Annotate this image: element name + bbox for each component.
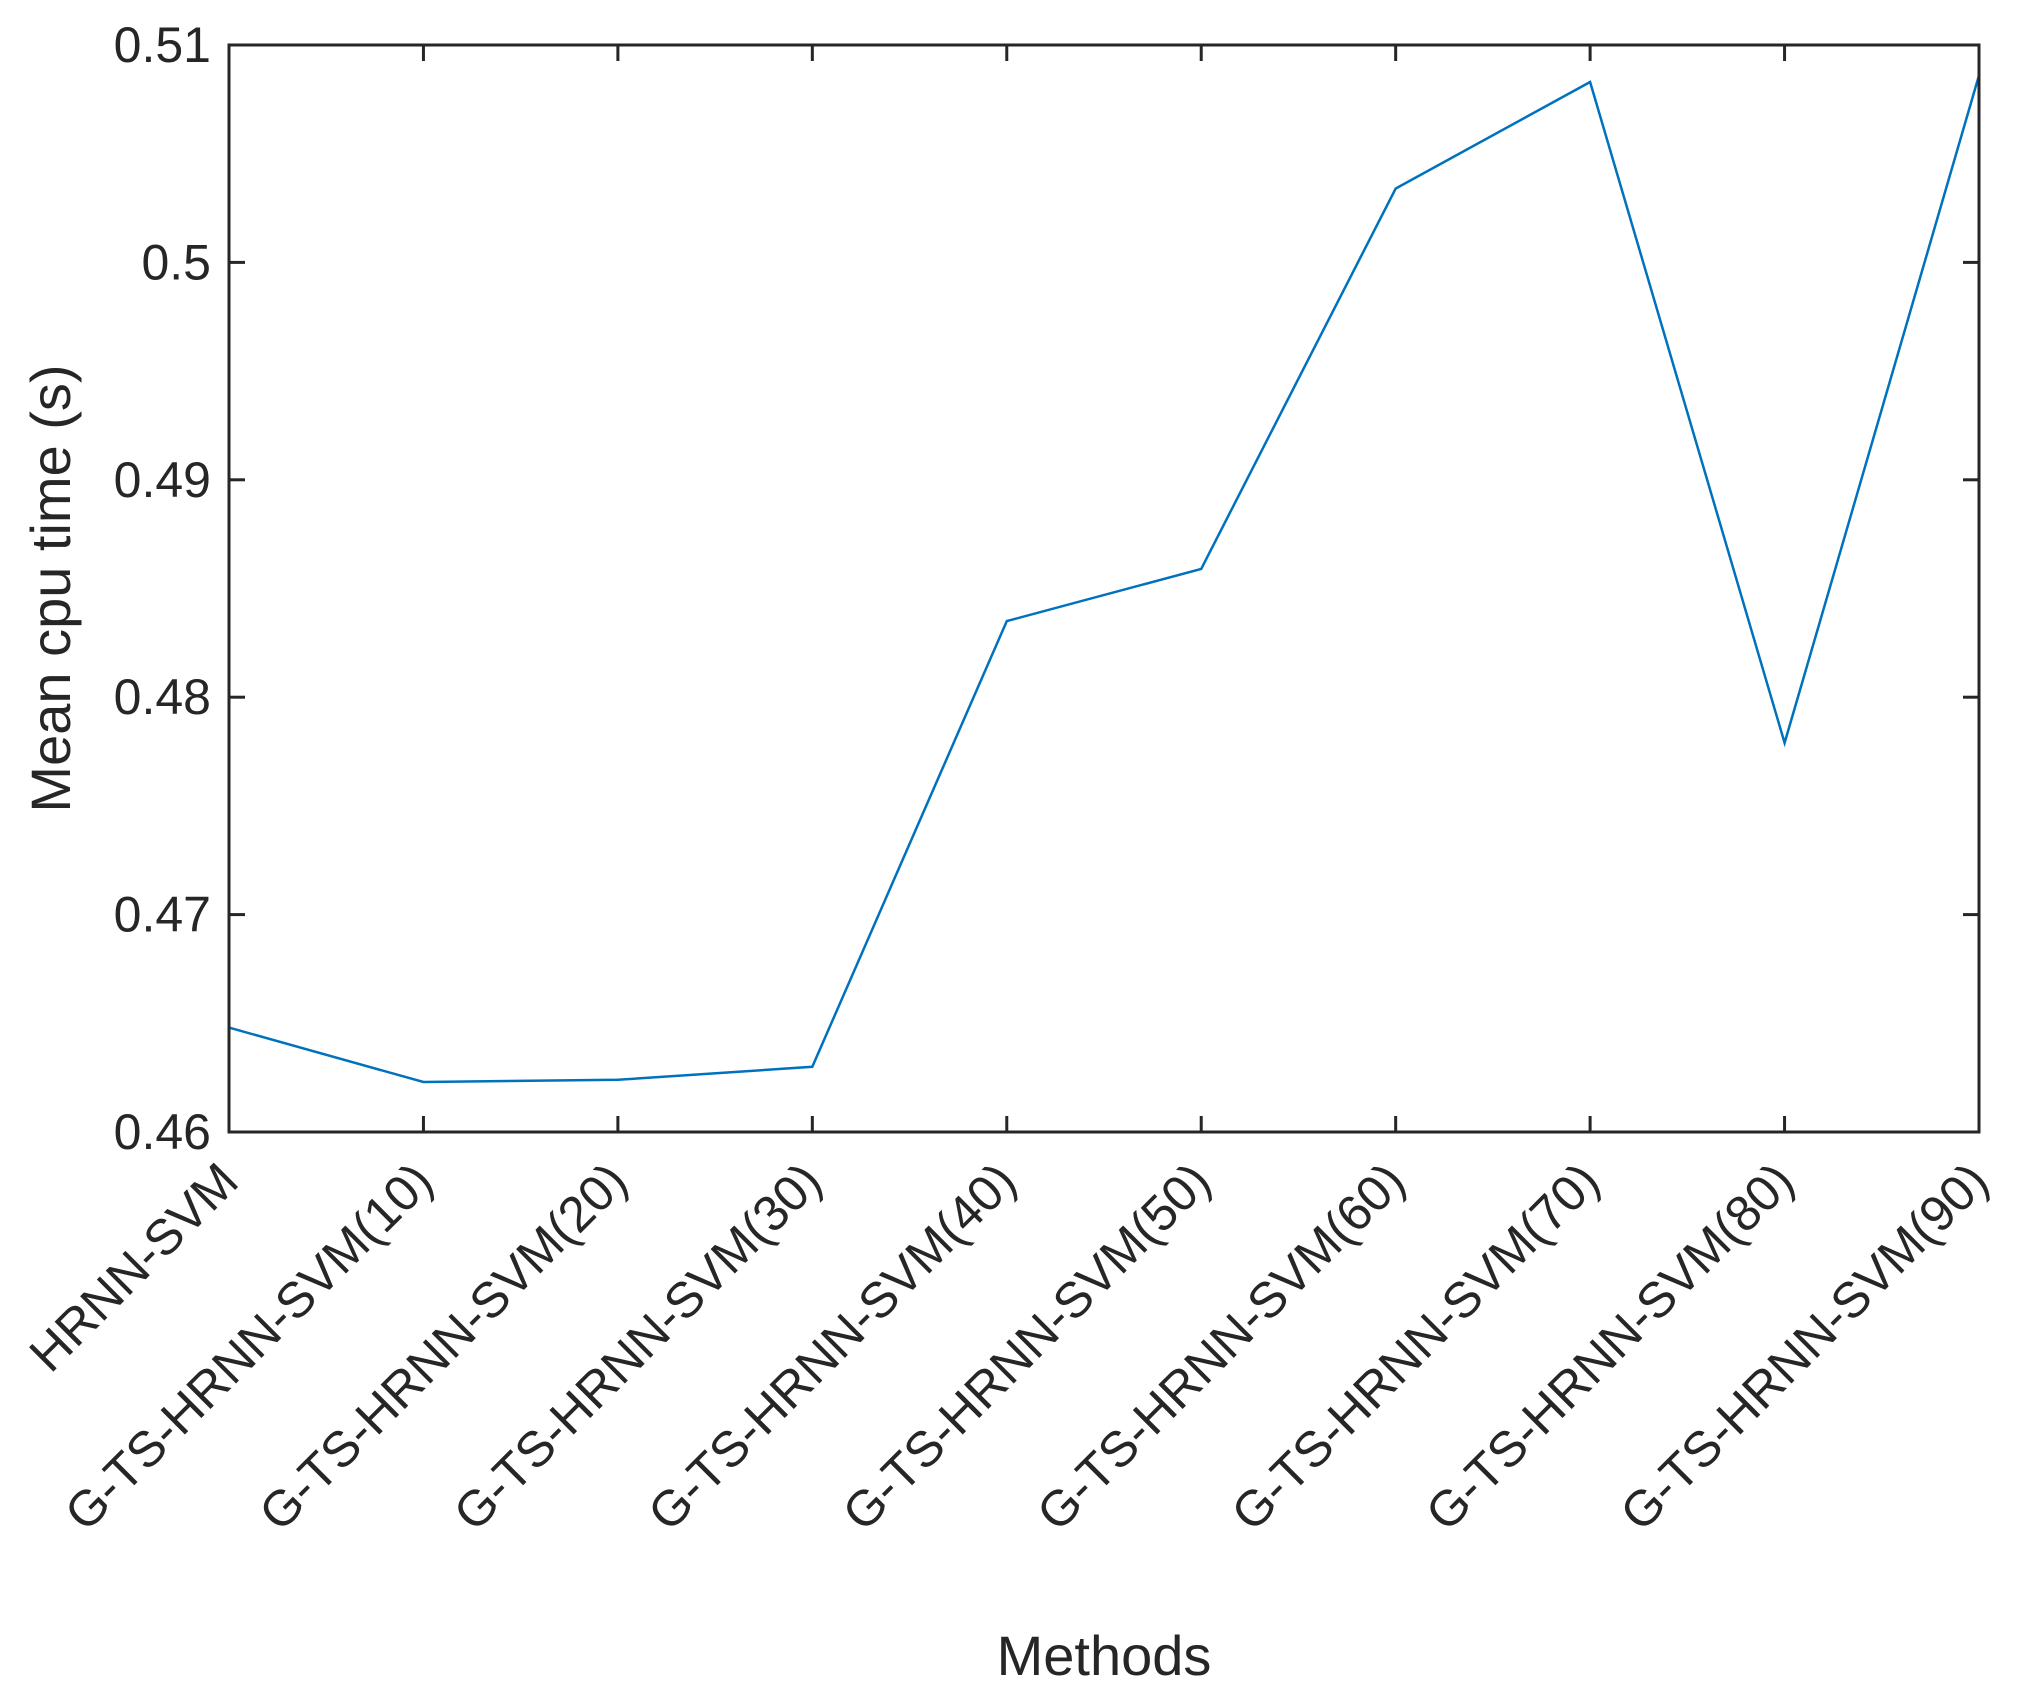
x-tick-label: G-TS-HRNN-SVM(10) bbox=[54, 1152, 443, 1541]
y-tick-label: 0.47 bbox=[114, 887, 211, 943]
x-axis-title: Methods bbox=[997, 1624, 1212, 1687]
x-tick-label: G-TS-HRNN-SVM(20) bbox=[248, 1152, 637, 1541]
series-line bbox=[228, 75, 1981, 1084]
y-axis-ticks: 0.46 0.47 0.48 0.49 0.5 0.51 bbox=[114, 17, 1979, 1160]
y-tick-label: 0.48 bbox=[114, 669, 211, 725]
y-tick-label: 0.49 bbox=[114, 452, 211, 508]
x-tick-label: G-TS-HRNN-SVM(60) bbox=[1026, 1152, 1415, 1541]
x-tick-label: G-TS-HRNN-SVM(90) bbox=[1610, 1152, 1999, 1541]
x-tick-label: G-TS-HRNN-SVM(30) bbox=[443, 1152, 832, 1541]
x-axis-ticks: HRNN-SVMG-TS-HRNN-SVM(10)G-TS-HRNN-SVM(2… bbox=[19, 45, 1999, 1541]
series-lines bbox=[228, 75, 1981, 1084]
y-tick-label: 0.46 bbox=[114, 1104, 211, 1160]
x-tick-label: G-TS-HRNN-SVM(70) bbox=[1221, 1152, 1610, 1541]
plot-area-border bbox=[227, 43, 1981, 1134]
x-tick-label: G-TS-HRNN-SVM(50) bbox=[832, 1152, 1221, 1541]
y-axis-title: Mean cpu time (s) bbox=[19, 364, 82, 812]
y-tick-label: 0.51 bbox=[114, 17, 211, 73]
x-tick-label: G-TS-HRNN-SVM(40) bbox=[637, 1152, 1026, 1541]
x-tick-label: G-TS-HRNN-SVM(80) bbox=[1415, 1152, 1804, 1541]
y-tick-label: 0.5 bbox=[141, 234, 211, 290]
